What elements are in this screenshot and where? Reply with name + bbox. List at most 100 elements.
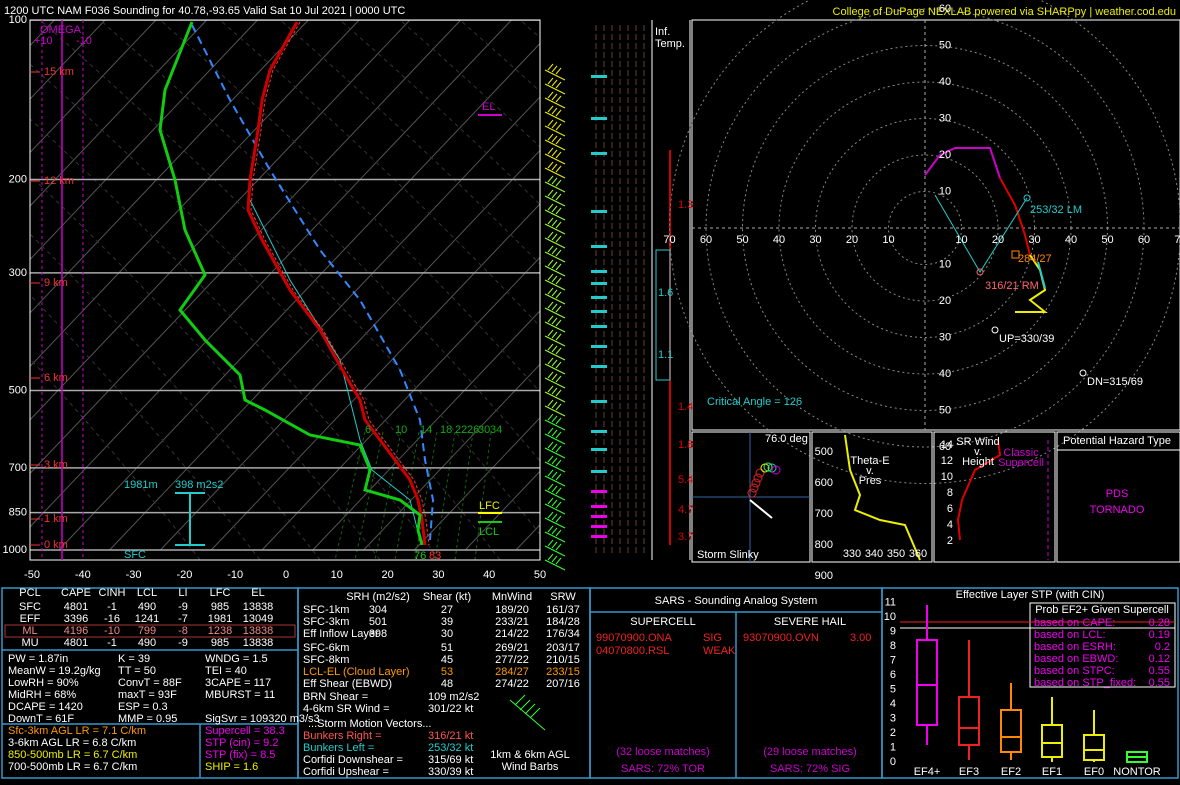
motion-label: Bunkers Left = (303, 742, 374, 754)
ring-label: 20 (992, 234, 1004, 246)
srwind-ytick: 14 (941, 439, 953, 451)
mixing-ratio-label: 30 (478, 424, 490, 436)
parcel-header: PCL (19, 587, 40, 599)
parcel-cell: 799 (138, 625, 156, 637)
motion-label: Corfidi Upshear = (303, 766, 389, 778)
kin-cell: 233/21 (495, 616, 529, 628)
inf-bar (591, 515, 607, 518)
parcel-cell: -10 (104, 625, 120, 637)
sars-loose: (29 loose matches) (763, 746, 857, 758)
stp-ytick: 6 (890, 669, 896, 681)
mixing-ratio-label: 6 (365, 424, 371, 436)
sfc-label: SFC (124, 549, 146, 561)
motion-label: Corfidi Downshear = (303, 754, 403, 766)
hazard-result: PDS (1106, 488, 1129, 500)
ring-label: 70 (663, 234, 675, 246)
inf-bar (591, 245, 607, 248)
motion-value: 330/39 kt (428, 766, 473, 778)
prob-value: 0.2 (1155, 641, 1170, 653)
kin-cell: 176/34 (546, 628, 580, 640)
motion-value: 315/69 kt (428, 754, 473, 766)
lapse-rate: Sfc-3km AGL LR = 7.1 C/km (8, 725, 146, 737)
motion-value: 253/32 kt (428, 742, 473, 754)
kin-label: Eff Inflow Layer (303, 628, 379, 640)
ring-label: 20 (939, 149, 951, 161)
prob-value: 0.19 (1149, 629, 1170, 641)
parcel-cell: 4801 (64, 601, 88, 613)
temp-label: -40 (75, 569, 91, 581)
ring-label: 60 (939, 3, 951, 15)
temp-label: 20 (381, 569, 393, 581)
parcel-cell: 4196 (64, 625, 88, 637)
up-label: UP=330/39 (999, 333, 1054, 345)
sars-match: 93070900.OVN (743, 632, 819, 644)
lapse-rate: 700-500mb LR = 6.7 C/km (8, 761, 137, 773)
inf-value: 1.8 (678, 439, 693, 451)
inf-bar (591, 430, 607, 433)
critical-angle: Critical Angle = 126 (707, 396, 802, 408)
temp-label: 0 (283, 569, 289, 581)
kin-label: SFC-6km (303, 642, 349, 654)
index: MMP = 0.95 (118, 713, 177, 725)
lcl-label: LCL (479, 526, 499, 538)
stp-ytick: 4 (890, 698, 896, 710)
index: DownT = 61F (8, 713, 74, 725)
stp-ytick: 11 (885, 596, 896, 608)
kin-cell: 27 (441, 604, 453, 616)
kin-value: 301/22 kt (428, 703, 473, 715)
prob-label: based on STP_fixed: (1034, 677, 1136, 689)
sars-result: SARS: 72% SIG (770, 763, 850, 775)
pressure-label: 850 (9, 506, 27, 518)
temp-label: -30 (126, 569, 142, 581)
index: MidRH = 68% (8, 689, 76, 701)
index: TEI = 40 (205, 665, 247, 677)
ring-label: 20 (846, 234, 858, 246)
stp-box (1001, 710, 1021, 752)
kin-header: Shear (kt) (423, 591, 471, 603)
inf-bar (591, 505, 607, 508)
parcel-cell: 985 (211, 601, 229, 613)
ring-label: 30 (939, 331, 951, 343)
composite: STP (fix) = 8.5 (205, 749, 275, 761)
ring-label: 70 (1174, 234, 1180, 246)
stp-ytick: 8 (890, 640, 896, 652)
kin-label: BRN Shear = (303, 691, 368, 703)
ring-label: 30 (809, 234, 821, 246)
stp-ytick: 1 (890, 741, 896, 753)
kin-cell: 284/27 (495, 666, 529, 678)
srwind-ytick: 4 (947, 519, 953, 531)
srwind-ytick: 12 (941, 455, 953, 467)
kin-cell: 210/15 (546, 654, 580, 666)
temp-label: -50 (24, 569, 40, 581)
inf-bar (591, 470, 607, 473)
kin-cell: 304 (369, 604, 387, 616)
inf-bar (591, 490, 607, 493)
prob-value: 0.28 (1149, 617, 1170, 629)
mixing-ratio-label: 14 (420, 424, 432, 436)
inf-bar (591, 152, 607, 155)
temp-label: -20 (176, 569, 192, 581)
thetae-xtick: 360 (909, 548, 927, 560)
parcel-cell: EFF (20, 613, 41, 625)
ring-label: 40 (939, 76, 951, 88)
ring-label: 30 (939, 112, 951, 124)
parcel-cell: -16 (104, 613, 120, 625)
parcel-cell: -1 (107, 601, 117, 613)
inf-value: 1.6 (658, 287, 673, 299)
parcel-cell: -8 (178, 625, 188, 637)
prob-value: 0.55 (1149, 665, 1170, 677)
inf-title: Temp. (655, 38, 685, 50)
pressure-label: 1000 (3, 544, 27, 556)
index: maxT = 93F (118, 689, 177, 701)
ring-label: 60 (700, 234, 712, 246)
kin-cell: 30 (441, 628, 453, 640)
height-label: 15 km (44, 66, 74, 78)
inf-bar (591, 210, 607, 213)
hazard-result: TORNADO (1090, 504, 1145, 516)
temp-label: 40 (483, 569, 495, 581)
parcel-cell: -9 (178, 637, 188, 649)
dn-label: DN=315/69 (1087, 376, 1143, 388)
inf-bar (591, 270, 607, 273)
sars-match: WEAK (703, 645, 736, 657)
prob-label: based on CAPE: (1034, 617, 1115, 629)
